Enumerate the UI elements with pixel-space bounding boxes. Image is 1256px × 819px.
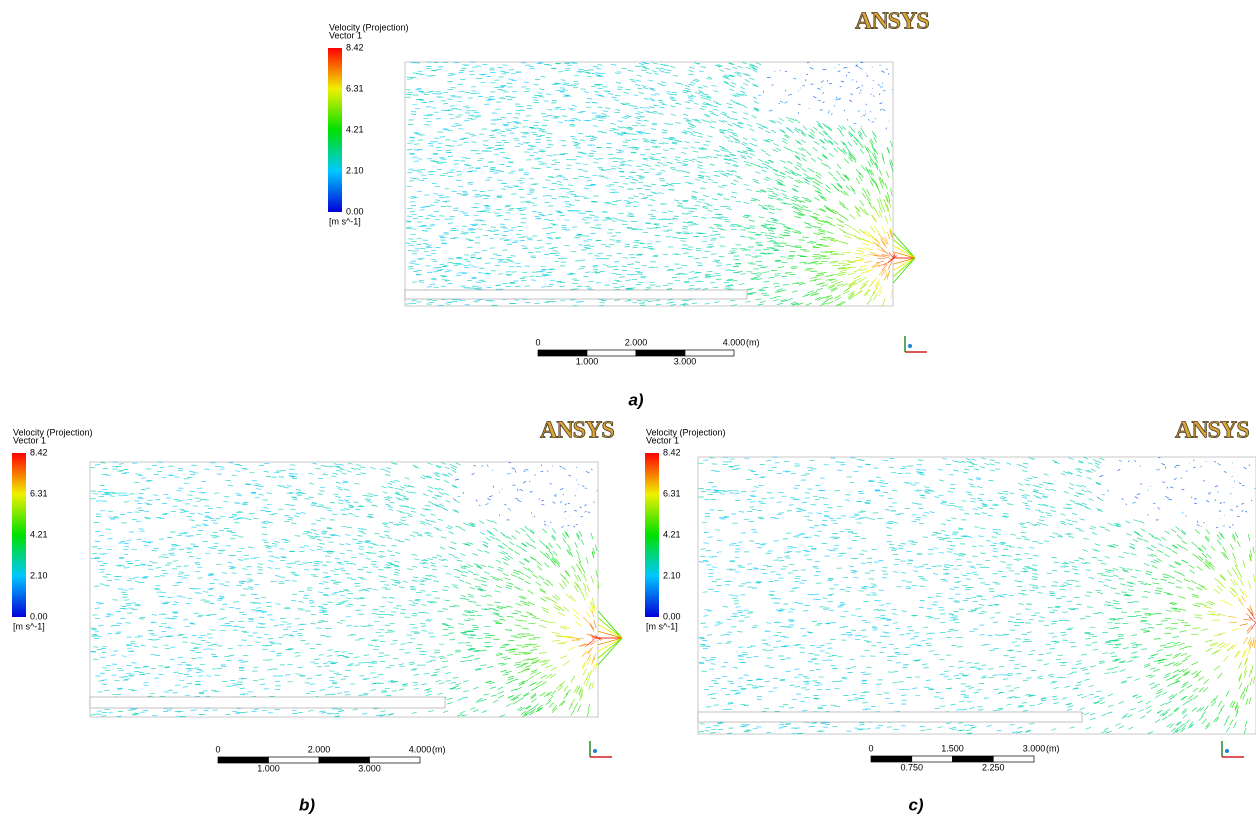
- legend-subtitle: Vector 1: [13, 435, 46, 445]
- legend-tick-label: 8.42: [30, 447, 48, 457]
- legend-tick-label: 0.00: [663, 611, 681, 621]
- legend-unit: [m s^-1]: [329, 216, 361, 226]
- legend-unit: [m s^-1]: [646, 621, 678, 631]
- legend-tick-label: 8.42: [346, 42, 364, 52]
- scale-label: 2.000: [625, 337, 648, 347]
- outlet-jet: [893, 233, 915, 258]
- outlet-jet: [598, 638, 622, 652]
- legend-subtitle: Vector 1: [646, 435, 679, 445]
- legend-tick-label: 4.21: [663, 529, 681, 539]
- panel: Velocity (Projection)Vector 18.426.314.2…: [328, 9, 929, 410]
- scale-label: 0: [215, 744, 220, 754]
- inlet-wall: [698, 712, 1082, 722]
- axis-z: [908, 344, 912, 348]
- scale-bar-segment: [587, 350, 636, 356]
- legend-tick-label: 4.21: [346, 124, 364, 134]
- scale-label: 4.000: [723, 337, 746, 347]
- axis-z: [593, 749, 597, 753]
- legend-colorbar: [328, 48, 342, 212]
- scale-bar-segment: [370, 757, 421, 763]
- outlet-jet: [893, 258, 915, 283]
- legend-tick-label: 8.42: [663, 447, 681, 457]
- legend-tick-label: 6.31: [663, 488, 681, 498]
- scale-bar-segment: [319, 757, 370, 763]
- legend-colorbar: [12, 453, 26, 617]
- inlet-wall: [90, 697, 445, 708]
- legend-tick-label: 2.10: [346, 165, 364, 175]
- scale-bar-segment: [912, 756, 953, 762]
- scale-label: 3.000: [358, 763, 381, 773]
- scale-label: 2.250: [982, 762, 1005, 772]
- legend-tick-label: 6.31: [346, 83, 364, 93]
- scale-label: 1.500: [941, 743, 964, 753]
- scale-label: 2.000: [308, 744, 331, 754]
- legend-subtitle: Vector 1: [329, 30, 362, 40]
- scale-label: 0.750: [900, 762, 923, 772]
- scale-label: 3.000: [674, 356, 697, 366]
- legend-tick-label: 2.10: [30, 570, 48, 580]
- scale-label: 4.000: [409, 744, 432, 754]
- legend-tick-label: 0.00: [346, 206, 364, 216]
- scale-bar-segment: [685, 350, 734, 356]
- scale-label: 3.000: [1023, 743, 1046, 753]
- panel-caption: c): [908, 795, 923, 814]
- ansys-logo: ANSYS: [1175, 418, 1249, 444]
- scale-bar-segment: [636, 350, 685, 356]
- panel-caption: b): [299, 795, 315, 814]
- legend-unit: [m s^-1]: [13, 621, 45, 631]
- ansys-logo: ANSYS: [855, 9, 929, 35]
- scale-label: 0: [535, 337, 540, 347]
- legend-tick-label: 2.10: [663, 570, 681, 580]
- outlet-jet: [893, 258, 915, 271]
- scale-unit: (m): [1046, 743, 1060, 753]
- scale-label: 0: [868, 743, 873, 753]
- scale-bar-segment: [269, 757, 320, 763]
- panel-caption: a): [628, 390, 643, 409]
- panel: Velocity (Projection)Vector 18.426.314.2…: [645, 418, 1256, 815]
- scale-bar-segment: [218, 757, 269, 763]
- scale-bar-segment: [871, 756, 912, 762]
- scale-label: 1.000: [576, 356, 599, 366]
- scale-bar-segment: [993, 756, 1034, 762]
- inlet-wall: [405, 290, 747, 299]
- domain-outline: [405, 62, 893, 306]
- scale-bar-segment: [538, 350, 587, 356]
- legend-tick-label: 6.31: [30, 488, 48, 498]
- scale-bar-segment: [953, 756, 994, 762]
- scale-label: 1.000: [257, 763, 280, 773]
- scale-unit: (m): [746, 337, 760, 347]
- figure: Velocity (Projection)Vector 18.426.314.2…: [0, 0, 1256, 819]
- legend-tick-label: 4.21: [30, 529, 48, 539]
- legend-colorbar: [645, 453, 659, 617]
- scale-unit: (m): [432, 744, 446, 754]
- ansys-logo: ANSYS: [540, 418, 614, 444]
- outlet-jet: [598, 638, 622, 665]
- legend-tick-label: 0.00: [30, 611, 48, 621]
- axis-z: [1225, 749, 1229, 753]
- outlet-jet: [598, 625, 622, 639]
- panel: Velocity (Projection)Vector 18.426.314.2…: [12, 418, 622, 815]
- outlet-jet: [598, 611, 622, 638]
